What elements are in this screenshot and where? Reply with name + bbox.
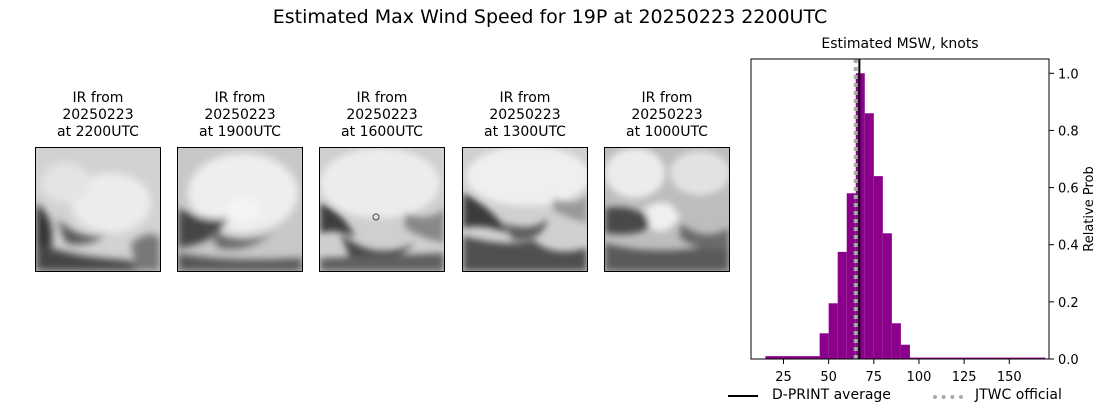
- histogram-bar: [982, 357, 992, 359]
- ir-caption: IR from 20250223 at 2200UTC: [28, 90, 168, 141]
- histogram-bar: [765, 356, 775, 359]
- ir-satellite-image: [35, 147, 161, 272]
- ir-satellite-image: [462, 147, 588, 272]
- histogram-bar: [846, 193, 856, 359]
- histogram-title: Estimated MSW, knots: [821, 36, 979, 52]
- ir-panel: IR from 20250223 at 1300UTC: [455, 90, 595, 272]
- ir-caption: IR from 20250223 at 1600UTC: [312, 90, 452, 141]
- ir-caption: IR from 20250223 at 1900UTC: [170, 90, 310, 141]
- ir-caption-line: IR from: [356, 90, 408, 106]
- plot-area: [750, 58, 1050, 360]
- histogram-bar: [1018, 357, 1028, 359]
- ir-caption-line: at 1000UTC: [626, 124, 708, 140]
- histogram-bar: [882, 233, 892, 359]
- ir-caption-line: 20250223: [489, 107, 561, 123]
- histogram-bar: [1027, 357, 1037, 359]
- ir-caption-line: at 1300UTC: [484, 124, 566, 140]
- legend-dotted-line-icon: [933, 395, 963, 399]
- y-tick-label: 1.0: [1058, 67, 1079, 82]
- histogram-bar: [964, 357, 974, 359]
- histogram-bar: [774, 356, 784, 359]
- ir-panel: IR from 20250223 at 1600UTC: [312, 90, 452, 272]
- y-tick-label: 0.6: [1058, 182, 1079, 197]
- x-tick-label: 25: [775, 370, 792, 385]
- ir-caption: IR from 20250223 at 1000UTC: [597, 90, 737, 141]
- legend-label: JTWC official: [975, 387, 1062, 403]
- histogram-bar: [946, 357, 956, 359]
- ir-caption-line: 20250223: [346, 107, 418, 123]
- histogram-bar: [1036, 357, 1046, 359]
- ir-caption-line: 20250223: [204, 107, 276, 123]
- histogram-bar: [891, 323, 901, 359]
- ir-caption-line: 20250223: [62, 107, 134, 123]
- ir-caption-line: at 1900UTC: [199, 124, 281, 140]
- y-tick-label: 0.4: [1058, 239, 1079, 254]
- legend-label: D-PRINT average: [772, 387, 891, 403]
- y-tick-label: 0.8: [1058, 124, 1079, 139]
- x-tick-label: 125: [952, 370, 977, 385]
- histogram-bar: [801, 356, 811, 359]
- ir-satellite-image: [177, 147, 303, 272]
- y-tick-label: 0.2: [1058, 296, 1079, 311]
- ir-caption-line: IR from: [641, 90, 693, 106]
- figure-title: Estimated Max Wind Speed for 19P at 2025…: [272, 6, 828, 28]
- ir-caption: IR from 20250223 at 1300UTC: [455, 90, 595, 141]
- ir-caption-line: IR from: [214, 90, 266, 106]
- x-tick-label: 150: [997, 370, 1022, 385]
- y-axis-label: Relative Prob: [1082, 166, 1097, 251]
- histogram-bar: [873, 176, 883, 359]
- y-tick-label: 0.0: [1058, 353, 1079, 368]
- ir-panel: IR from 20250223 at 1000UTC: [597, 90, 737, 272]
- ir-caption-line: IR from: [72, 90, 124, 106]
- histogram-bar: [955, 357, 965, 359]
- histogram-bar: [828, 303, 838, 359]
- histogram-bar: [792, 356, 802, 359]
- ir-caption-line: 20250223: [631, 107, 703, 123]
- x-tick-label: 50: [820, 370, 837, 385]
- ir-panel: IR from 20250223 at 2200UTC: [28, 90, 168, 272]
- histogram-bar: [819, 333, 829, 359]
- ir-satellite-image: [319, 147, 445, 272]
- ir-caption-line: at 1600UTC: [341, 124, 423, 140]
- histogram-bar: [927, 357, 938, 359]
- ir-caption-line: IR from: [499, 90, 551, 106]
- histogram-bar: [837, 251, 847, 359]
- histogram-bar: [864, 113, 874, 360]
- histogram-bar: [991, 357, 1001, 359]
- histogram-bar: [1009, 357, 1019, 359]
- histogram-bar: [973, 357, 983, 359]
- histogram-bar: [1000, 357, 1010, 359]
- legend-line-icon: [728, 395, 758, 397]
- x-tick-label: 75: [866, 370, 883, 385]
- ir-caption-line: at 2200UTC: [57, 124, 139, 140]
- histogram-bar: [783, 356, 793, 359]
- x-tick-label: 100: [907, 370, 932, 385]
- histogram-bar: [810, 356, 820, 359]
- histogram-bar: [909, 357, 919, 359]
- histogram-bar: [937, 357, 947, 359]
- histogram-bar: [918, 357, 928, 359]
- ir-panel: IR from 20250223 at 1900UTC: [170, 90, 310, 272]
- histogram-bar: [900, 344, 910, 359]
- ir-satellite-image: [604, 147, 730, 272]
